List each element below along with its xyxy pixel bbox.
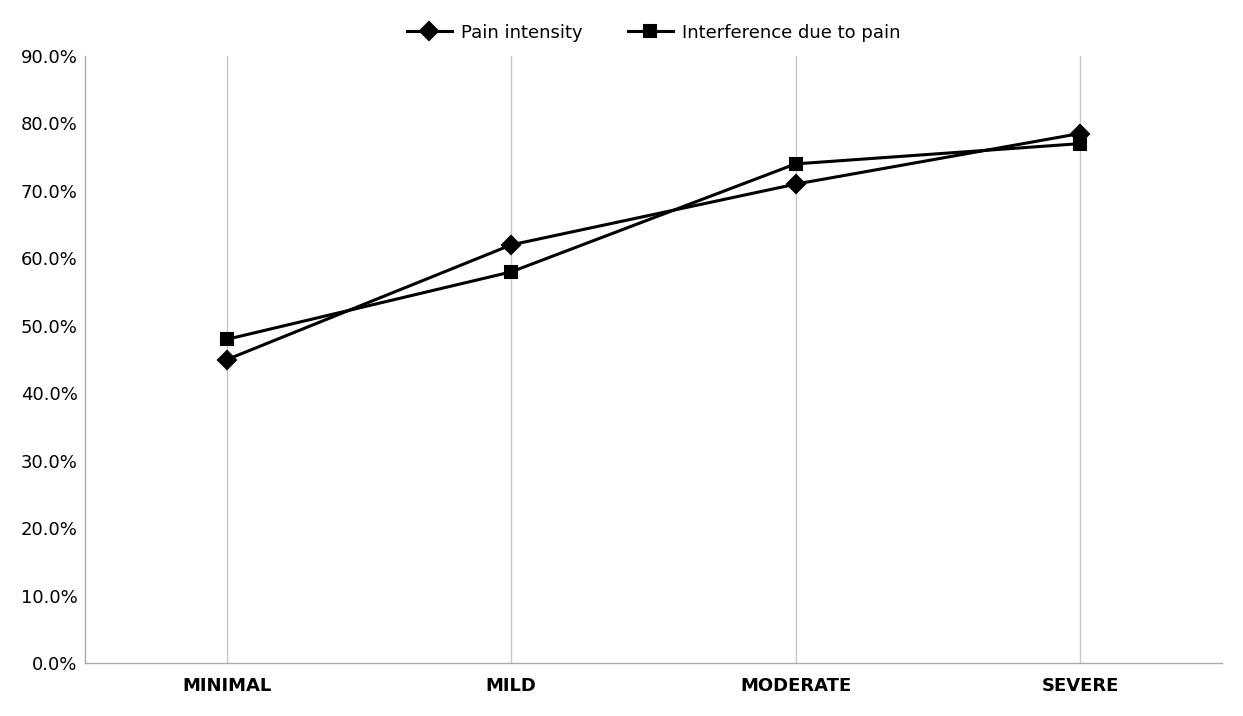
Pain intensity <box>1073 129 1088 137</box>
Pain intensity <box>219 355 234 364</box>
Interference due to pain <box>788 160 803 168</box>
Pain intensity <box>503 241 518 249</box>
Legend: Pain intensity, Interference due to pain: Pain intensity, Interference due to pain <box>399 16 907 49</box>
Interference due to pain <box>219 335 234 344</box>
Line: Pain intensity: Pain intensity <box>220 127 1086 366</box>
Line: Interference due to pain: Interference due to pain <box>220 137 1086 346</box>
Interference due to pain <box>1073 140 1088 148</box>
Interference due to pain <box>503 268 518 276</box>
Pain intensity <box>788 180 803 188</box>
